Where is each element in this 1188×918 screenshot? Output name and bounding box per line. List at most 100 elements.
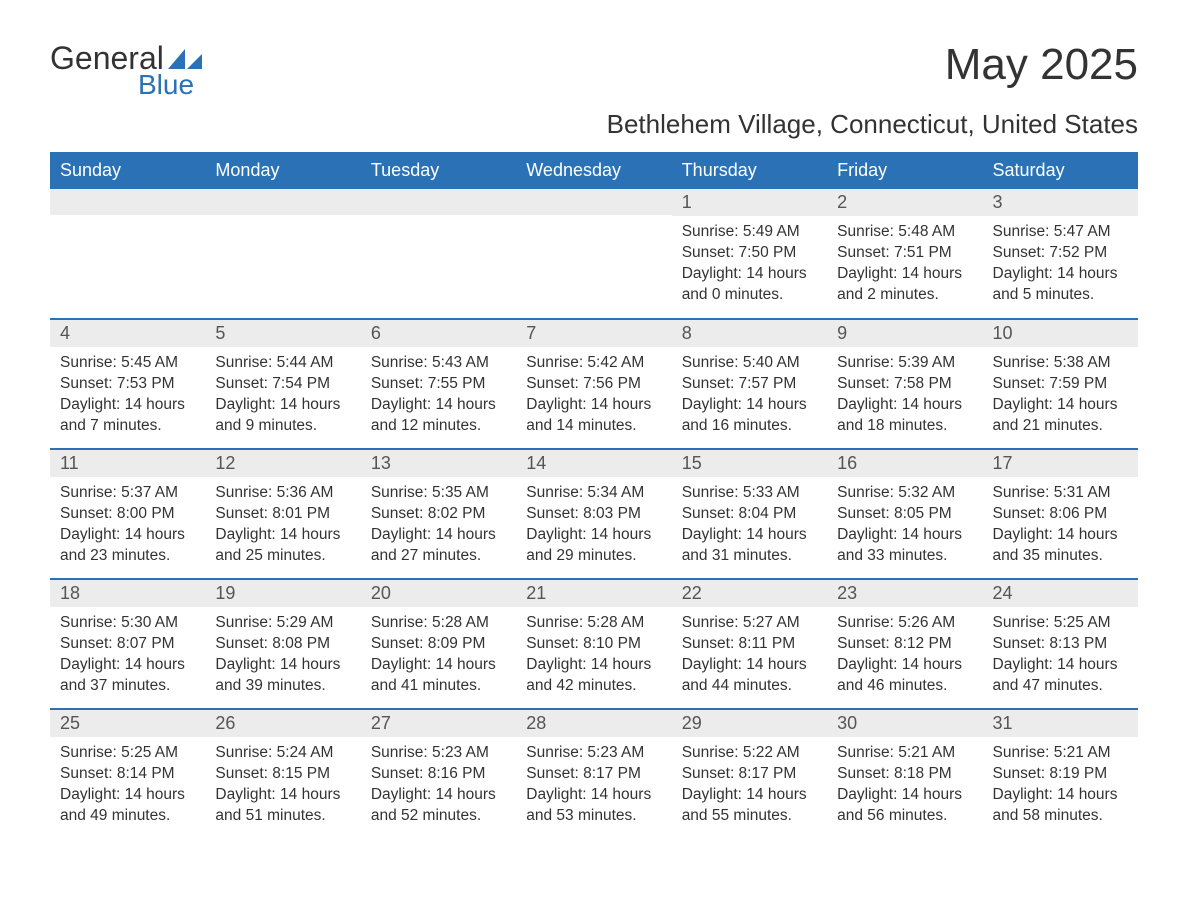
sunset-text: Sunset: 8:02 PM <box>371 504 506 525</box>
sunset-text: Sunset: 8:08 PM <box>215 634 350 655</box>
calendar-day: 28Sunrise: 5:23 AMSunset: 8:17 PMDayligh… <box>516 709 671 839</box>
daylight-text: Daylight: 14 hours and 52 minutes. <box>371 785 506 827</box>
calendar-day: 22Sunrise: 5:27 AMSunset: 8:11 PMDayligh… <box>672 579 827 709</box>
calendar-day: 9Sunrise: 5:39 AMSunset: 7:58 PMDaylight… <box>827 319 982 449</box>
day-details: Sunrise: 5:32 AMSunset: 8:05 PMDaylight:… <box>827 477 982 577</box>
day-number: 30 <box>827 710 982 737</box>
daylight-text: Daylight: 14 hours and 39 minutes. <box>215 655 350 697</box>
daylight-text: Daylight: 14 hours and 21 minutes. <box>993 395 1128 437</box>
sunset-text: Sunset: 8:17 PM <box>526 764 661 785</box>
calendar-week: 18Sunrise: 5:30 AMSunset: 8:07 PMDayligh… <box>50 579 1138 709</box>
day-details: Sunrise: 5:21 AMSunset: 8:19 PMDaylight:… <box>983 737 1138 837</box>
calendar-day <box>516 189 671 319</box>
sunset-text: Sunset: 8:04 PM <box>682 504 817 525</box>
daylight-text: Daylight: 14 hours and 53 minutes. <box>526 785 661 827</box>
day-details: Sunrise: 5:26 AMSunset: 8:12 PMDaylight:… <box>827 607 982 707</box>
sunrise-text: Sunrise: 5:43 AM <box>371 353 506 374</box>
day-details: Sunrise: 5:40 AMSunset: 7:57 PMDaylight:… <box>672 347 827 447</box>
col-monday: Monday <box>205 152 360 189</box>
sunset-text: Sunset: 8:03 PM <box>526 504 661 525</box>
daylight-text: Daylight: 14 hours and 0 minutes. <box>682 264 817 306</box>
calendar-day: 15Sunrise: 5:33 AMSunset: 8:04 PMDayligh… <box>672 449 827 579</box>
col-saturday: Saturday <box>983 152 1138 189</box>
calendar-day: 2 Sunrise: 5:48 AMSunset: 7:51 PMDaylight… <box>827 189 982 319</box>
sunset-text: Sunset: 8:15 PM <box>215 764 350 785</box>
day-details: Sunrise: 5:30 AMSunset: 8:07 PMDaylight:… <box>50 607 205 707</box>
day-details: Sunrise: 5:22 AMSunset: 8:17 PMDaylight:… <box>672 737 827 837</box>
sunset-text: Sunset: 7:59 PM <box>993 374 1128 395</box>
calendar-day: 8Sunrise: 5:40 AMSunset: 7:57 PMDaylight… <box>672 319 827 449</box>
day-details: Sunrise: 5:27 AMSunset: 8:11 PMDaylight:… <box>672 607 827 707</box>
day-details: Sunrise: 5:38 AMSunset: 7:59 PMDaylight:… <box>983 347 1138 447</box>
col-sunday: Sunday <box>50 152 205 189</box>
sunset-text: Sunset: 8:13 PM <box>993 634 1128 655</box>
logo-sail-icon <box>168 49 202 69</box>
day-details: Sunrise: 5:24 AMSunset: 8:15 PMDaylight:… <box>205 737 360 837</box>
header-row: Sunday Monday Tuesday Wednesday Thursday… <box>50 152 1138 189</box>
sunrise-text: Sunrise: 5:34 AM <box>526 483 661 504</box>
day-number: 23 <box>827 580 982 607</box>
daylight-text: Daylight: 14 hours and 25 minutes. <box>215 525 350 567</box>
sunrise-text: Sunrise: 5:28 AM <box>371 613 506 634</box>
day-number <box>205 189 360 215</box>
day-details: Sunrise: 5:28 AMSunset: 8:10 PMDaylight:… <box>516 607 671 707</box>
page-title: May 2025 <box>945 40 1138 90</box>
sunrise-text: Sunrise: 5:23 AM <box>526 743 661 764</box>
sunrise-text: Sunrise: 5:48 AM <box>837 222 972 243</box>
calendar-day: 25Sunrise: 5:25 AMSunset: 8:14 PMDayligh… <box>50 709 205 839</box>
calendar-day: 6Sunrise: 5:43 AMSunset: 7:55 PMDaylight… <box>361 319 516 449</box>
calendar-week: 4Sunrise: 5:45 AMSunset: 7:53 PMDaylight… <box>50 319 1138 449</box>
day-number: 8 <box>672 320 827 347</box>
day-number: 25 <box>50 710 205 737</box>
sunset-text: Sunset: 8:14 PM <box>60 764 195 785</box>
day-details: Sunrise: 5:44 AMSunset: 7:54 PMDaylight:… <box>205 347 360 447</box>
sunrise-text: Sunrise: 5:27 AM <box>682 613 817 634</box>
sunset-text: Sunset: 7:51 PM <box>837 243 972 264</box>
calendar-day: 23Sunrise: 5:26 AMSunset: 8:12 PMDayligh… <box>827 579 982 709</box>
sunrise-text: Sunrise: 5:40 AM <box>682 353 817 374</box>
daylight-text: Daylight: 14 hours and 2 minutes. <box>837 264 972 306</box>
day-details: Sunrise: 5:23 AMSunset: 8:16 PMDaylight:… <box>361 737 516 837</box>
sunrise-text: Sunrise: 5:31 AM <box>993 483 1128 504</box>
sunset-text: Sunset: 7:54 PM <box>215 374 350 395</box>
day-number <box>516 189 671 215</box>
daylight-text: Daylight: 14 hours and 51 minutes. <box>215 785 350 827</box>
sunset-text: Sunset: 7:55 PM <box>371 374 506 395</box>
day-details: Sunrise: 5:28 AMSunset: 8:09 PMDaylight:… <box>361 607 516 707</box>
day-number: 26 <box>205 710 360 737</box>
daylight-text: Daylight: 14 hours and 49 minutes. <box>60 785 195 827</box>
daylight-text: Daylight: 14 hours and 58 minutes. <box>993 785 1128 827</box>
col-tuesday: Tuesday <box>361 152 516 189</box>
sunrise-text: Sunrise: 5:26 AM <box>837 613 972 634</box>
day-number <box>50 189 205 215</box>
sunrise-text: Sunrise: 5:42 AM <box>526 353 661 374</box>
calendar-day: 17Sunrise: 5:31 AMSunset: 8:06 PMDayligh… <box>983 449 1138 579</box>
day-number: 31 <box>983 710 1138 737</box>
day-details: Sunrise: 5:42 AMSunset: 7:56 PMDaylight:… <box>516 347 671 447</box>
calendar-day: 29Sunrise: 5:22 AMSunset: 8:17 PMDayligh… <box>672 709 827 839</box>
day-number: 4 <box>50 320 205 347</box>
calendar-day: 26Sunrise: 5:24 AMSunset: 8:15 PMDayligh… <box>205 709 360 839</box>
col-thursday: Thursday <box>672 152 827 189</box>
sunset-text: Sunset: 8:17 PM <box>682 764 817 785</box>
daylight-text: Daylight: 14 hours and 33 minutes. <box>837 525 972 567</box>
sunset-text: Sunset: 7:50 PM <box>682 243 817 264</box>
day-number: 2 <box>827 189 982 216</box>
daylight-text: Daylight: 14 hours and 35 minutes. <box>993 525 1128 567</box>
day-details: Sunrise: 5:39 AMSunset: 7:58 PMDaylight:… <box>827 347 982 447</box>
day-number: 14 <box>516 450 671 477</box>
daylight-text: Daylight: 14 hours and 29 minutes. <box>526 525 661 567</box>
calendar-day <box>205 189 360 319</box>
daylight-text: Daylight: 14 hours and 12 minutes. <box>371 395 506 437</box>
sunset-text: Sunset: 8:12 PM <box>837 634 972 655</box>
calendar-day: 13Sunrise: 5:35 AMSunset: 8:02 PMDayligh… <box>361 449 516 579</box>
sunset-text: Sunset: 8:05 PM <box>837 504 972 525</box>
daylight-text: Daylight: 14 hours and 27 minutes. <box>371 525 506 567</box>
day-number: 21 <box>516 580 671 607</box>
daylight-text: Daylight: 14 hours and 9 minutes. <box>215 395 350 437</box>
calendar-week: 11Sunrise: 5:37 AMSunset: 8:00 PMDayligh… <box>50 449 1138 579</box>
calendar-day: 5Sunrise: 5:44 AMSunset: 7:54 PMDaylight… <box>205 319 360 449</box>
day-number: 7 <box>516 320 671 347</box>
sunrise-text: Sunrise: 5:33 AM <box>682 483 817 504</box>
sunrise-text: Sunrise: 5:49 AM <box>682 222 817 243</box>
